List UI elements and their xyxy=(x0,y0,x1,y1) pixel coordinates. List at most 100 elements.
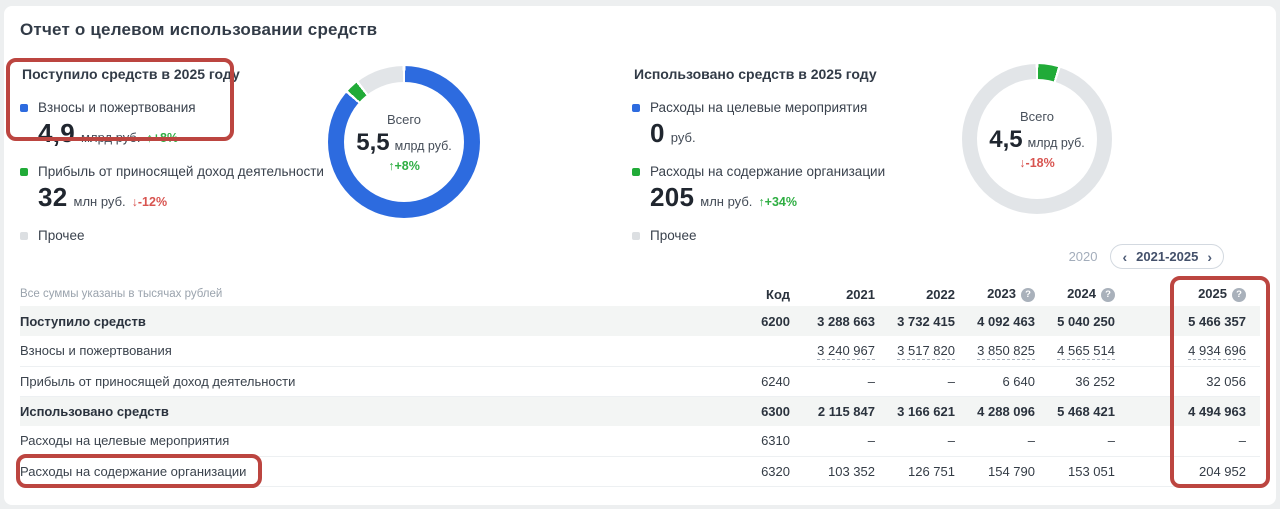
value-number: 32 xyxy=(38,182,68,212)
legend-label: Прочее xyxy=(650,228,697,243)
legend-item-profit: Прибыль от приносящей доход деятельности… xyxy=(20,164,330,215)
arrow-up-icon: ↑ xyxy=(758,195,765,209)
blue-square-icon xyxy=(632,103,640,112)
green-square-icon xyxy=(632,167,640,176)
row-label: Взносы и пожертвования xyxy=(20,343,172,359)
cell-2025: – xyxy=(1238,433,1246,449)
info-icon[interactable]: ? xyxy=(1232,288,1246,302)
cell-2021: 3 288 663 xyxy=(817,313,875,329)
row-label: Расходы на содержание организации xyxy=(20,463,247,479)
row-code: 6240 xyxy=(761,373,790,389)
column-header-2022: 2022 xyxy=(926,286,955,302)
info-icon[interactable]: ? xyxy=(1101,288,1115,302)
blue-square-icon xyxy=(20,103,28,112)
column-header-2021: 2021 xyxy=(846,286,875,302)
row-label: Поступило средств xyxy=(20,313,146,329)
chevron-right-icon[interactable]: › xyxy=(1207,248,1212,265)
report-table: Все суммы указаны в тысячах рублей Код 2… xyxy=(20,282,1260,487)
trend-percent: +34% xyxy=(764,195,797,209)
gray-square-icon xyxy=(20,231,28,240)
value-number: 0 xyxy=(650,118,665,148)
table-row-income-total: Поступило средств 6200 3 288 663 3 732 4… xyxy=(20,306,1260,336)
arrow-up-icon: ↑ xyxy=(388,158,395,173)
trend-percent: -12% xyxy=(137,195,168,209)
table-row-org-expenses: Расходы на содержание организации 6320 1… xyxy=(20,456,1260,486)
used-panel-title: Использовано средств в 2025 году xyxy=(634,66,877,82)
row-code: 6320 xyxy=(761,463,790,479)
value-number: 4,9 xyxy=(38,118,76,148)
income-panel-title: Поступило средств в 2025 году xyxy=(22,66,240,82)
donut-total-value: 5,5 xyxy=(356,128,390,156)
cell-2024: 36 252 xyxy=(1075,373,1115,389)
column-header-2025: 2025? xyxy=(1115,282,1260,306)
column-header-2023: 2023? xyxy=(955,282,1035,306)
used-panel: Использовано средств в 2025 году Расходы… xyxy=(632,62,942,256)
cell-2022: – xyxy=(947,373,955,389)
cell-2024: 5 040 250 xyxy=(1057,313,1115,329)
year-range-label: 2021-2025 xyxy=(1136,249,1199,264)
trend-percent: +8% xyxy=(394,158,420,173)
cell-2025: 204 952 xyxy=(1199,463,1246,479)
arrow-down-icon: ↓ xyxy=(131,195,138,209)
trend-percent: +8% xyxy=(152,131,179,145)
cell-2021: 103 352 xyxy=(828,463,875,479)
table-row-used-total: Использовано средств 6300 2 115 847 3 16… xyxy=(20,396,1260,426)
table-row-target-expenses: Расходы на целевые мероприятия 6310 – – … xyxy=(20,426,1260,456)
cell-2025: 4 934 696 xyxy=(1188,343,1246,361)
legend-label: Прибыль от приносящей доход деятельности xyxy=(38,164,324,179)
cell-2022: 3 166 621 xyxy=(897,403,955,419)
cell-2023: 6 640 xyxy=(1002,373,1035,389)
cell-2022: 126 751 xyxy=(908,463,955,479)
year-range-pill[interactable]: ‹ 2021-2025 › xyxy=(1110,244,1224,269)
cell-2023: 3 850 825 xyxy=(977,343,1035,361)
legend-value: 4,9 млрд руб. ↑+8% xyxy=(38,120,330,151)
cell-2022: 3 732 415 xyxy=(897,313,955,329)
chevron-left-icon[interactable]: ‹ xyxy=(1122,248,1128,265)
table-header-row: Все суммы указаны в тысячах рублей Код 2… xyxy=(20,282,1260,306)
cell-2021: 3 240 967 xyxy=(817,343,875,361)
cell-2024: 5 468 421 xyxy=(1057,403,1115,419)
legend-label: Прочее xyxy=(38,228,85,243)
legend-item-target-expenses: Расходы на целевые мероприятия 0 руб. xyxy=(632,100,942,151)
income-donut-chart: Всего 5,5 млрд руб. ↑+8% xyxy=(328,66,480,218)
donut-total-value: 4,5 xyxy=(989,125,1023,153)
green-square-icon xyxy=(20,167,28,176)
trend-up-indicator: ↑+8% xyxy=(147,125,179,151)
donut-trend-up: ↑+8% xyxy=(388,159,420,173)
trend-down-indicator: ↓-12% xyxy=(132,189,167,215)
legend-item-org-expenses: Расходы на содержание организации 205 мл… xyxy=(632,164,942,215)
cell-2021: 2 115 847 xyxy=(817,403,875,419)
cell-2025: 32 056 xyxy=(1206,373,1246,389)
cell-2025: 4 494 963 xyxy=(1188,403,1246,419)
arrow-down-icon: ↓ xyxy=(1019,155,1026,170)
cell-2025: 5 466 357 xyxy=(1188,313,1246,329)
legend-item-contributions: Взносы и пожертвования 4,9 млрд руб. ↑+8… xyxy=(20,100,330,151)
column-header-code: Код xyxy=(766,286,790,302)
table-row-profit: Прибыль от приносящей доход деятельности… xyxy=(20,366,1260,396)
cell-2023: 154 790 xyxy=(988,463,1035,479)
row-code xyxy=(703,336,790,366)
legend-item-other: Прочее xyxy=(632,228,942,243)
cell-2022: 3 517 820 xyxy=(897,343,955,361)
donut-total-unit: млрд руб. xyxy=(394,138,452,153)
value-number: 205 xyxy=(650,182,695,212)
income-donut-center: Всего 5,5 млрд руб. ↑+8% xyxy=(344,82,464,202)
row-code: 6300 xyxy=(761,403,790,419)
row-label: Расходы на целевые мероприятия xyxy=(20,433,230,449)
info-icon[interactable]: ? xyxy=(1021,288,1035,302)
value-unit: млн руб. xyxy=(700,194,753,209)
used-donut-center: Всего 4,5 млрд руб. ↓-18% xyxy=(977,79,1097,199)
legend-label: Взносы и пожертвования xyxy=(38,100,196,115)
legend-value: 205 млн руб. ↑+34% xyxy=(650,184,942,215)
year-2020-label[interactable]: 2020 xyxy=(1068,249,1098,264)
table-row-contributions: Взносы и пожертвования 3 240 967 3 517 8… xyxy=(20,336,1260,366)
donut-total-unit: млрд руб. xyxy=(1027,135,1085,150)
cell-2024: – xyxy=(1107,433,1115,449)
gray-square-icon xyxy=(632,231,640,240)
cell-2023: – xyxy=(1027,433,1035,449)
donut-total-label: Всего xyxy=(1019,108,1055,124)
row-label: Прибыль от приносящей доход деятельности xyxy=(20,373,296,389)
legend-label: Расходы на содержание организации xyxy=(650,164,886,179)
trend-up-indicator: ↑+34% xyxy=(758,189,797,215)
